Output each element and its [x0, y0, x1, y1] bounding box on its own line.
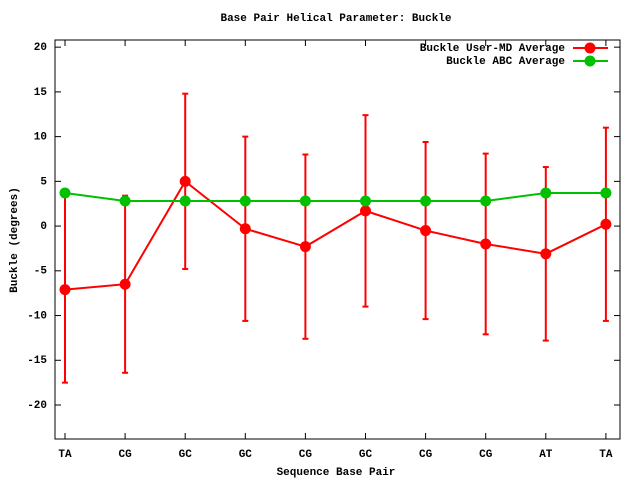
point — [179, 175, 191, 187]
point — [59, 284, 71, 296]
point — [600, 218, 612, 230]
series-line — [64, 191, 606, 203]
point — [540, 248, 552, 260]
y-tick-label: 5 — [40, 176, 47, 188]
point — [600, 187, 612, 199]
y-tick-label: -20 — [27, 400, 47, 412]
point — [239, 223, 251, 235]
plot-frame — [54, 39, 621, 440]
y-tick-label: -5 — [34, 266, 48, 278]
legend-swatch — [584, 42, 596, 54]
point — [59, 187, 71, 199]
legend-swatch — [584, 55, 596, 67]
chart-title: Base Pair Helical Parameter: Buckle — [220, 13, 451, 25]
x-tick-label: GC — [179, 449, 193, 461]
point — [179, 195, 191, 207]
point — [360, 205, 371, 217]
x-tick-label: CG — [479, 449, 493, 461]
x-tick-label: GC — [239, 449, 253, 461]
x-tick-label: AT — [539, 449, 553, 461]
series-line — [64, 179, 607, 291]
y-tick-label: 20 — [34, 42, 47, 54]
point — [420, 225, 432, 237]
x-tick-label: CG — [299, 449, 313, 461]
x-tick-label: CG — [419, 449, 433, 461]
x-tick-label: GC — [359, 449, 373, 461]
x-tick-label: CG — [118, 449, 132, 461]
point — [119, 195, 131, 207]
y-tick-label: 0 — [40, 221, 47, 233]
x-axis-label: Sequence Base Pair — [277, 467, 396, 479]
point — [480, 238, 492, 250]
y-tick-label: 15 — [34, 87, 48, 99]
x-tick-label: TA — [599, 449, 613, 461]
point — [299, 195, 311, 207]
y-tick-label: -15 — [27, 355, 47, 367]
point — [360, 195, 371, 207]
x-tick-label: TA — [58, 449, 72, 461]
y-axis-label: Buckle (degrees) — [9, 187, 21, 293]
y-tick-label: -10 — [27, 310, 47, 322]
y-tick-label: 10 — [34, 132, 47, 144]
point — [239, 195, 251, 207]
point — [299, 241, 311, 253]
point — [420, 195, 432, 207]
legend-label: Buckle ABC Average — [446, 56, 565, 68]
point — [119, 278, 131, 290]
legend-label: Buckle User-MD Average — [420, 43, 566, 55]
point — [480, 195, 492, 207]
point — [540, 187, 552, 199]
